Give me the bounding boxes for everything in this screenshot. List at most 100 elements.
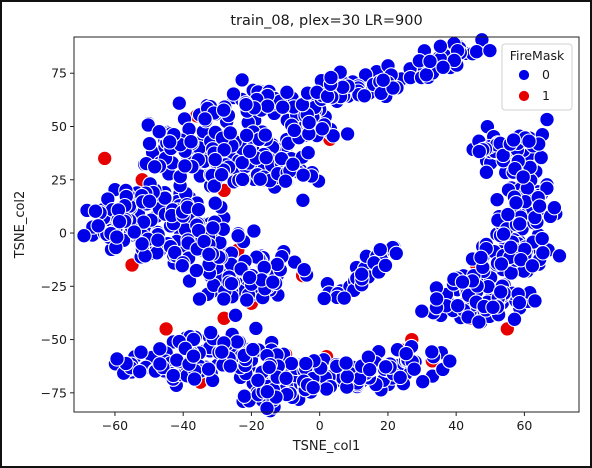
- marker-firemask-0: [133, 344, 149, 360]
- marker-firemask-0: [506, 311, 523, 328]
- marker-firemask-0: [238, 127, 255, 144]
- marker-firemask-1: [158, 321, 174, 337]
- marker-firemask-0: [338, 355, 354, 371]
- marker-firemask-0: [87, 203, 104, 219]
- marker-firemask-0: [166, 244, 183, 261]
- marker-firemask-0: [229, 334, 245, 350]
- marker-firemask-0: [248, 320, 264, 337]
- marker-firemask-0: [197, 111, 213, 127]
- marker-firemask-0: [505, 132, 522, 148]
- marker-firemask-0: [339, 368, 356, 385]
- marker-firemask-0: [151, 123, 167, 140]
- marker-firemask-0: [531, 198, 548, 214]
- marker-firemask-0: [515, 169, 531, 185]
- marker-firemask-0: [392, 369, 408, 386]
- marker-firemask-0: [539, 111, 555, 128]
- marker-firemask-0: [109, 229, 125, 245]
- marker-firemask-0: [535, 245, 551, 261]
- marker-firemask-0: [171, 95, 188, 111]
- marker-firemask-0: [442, 353, 458, 369]
- marker-firemask-0: [305, 379, 321, 396]
- marker-firemask-0: [377, 359, 394, 375]
- marker-firemask-0: [295, 167, 311, 183]
- marker-firemask-0: [471, 143, 488, 160]
- marker-firemask-0: [454, 274, 471, 290]
- marker-firemask-0: [485, 299, 501, 316]
- marker-firemask-0: [495, 147, 511, 164]
- marker-firemask-0: [468, 43, 485, 60]
- marker-firemask-0: [238, 96, 254, 113]
- marker-firemask-0: [414, 373, 431, 390]
- y-axis-label: TSNE_col2: [13, 191, 28, 260]
- marker-firemask-0: [207, 151, 223, 168]
- marker-firemask-0: [388, 245, 405, 262]
- marker-firemask-0: [339, 126, 356, 142]
- x-tick-label: −20: [238, 418, 264, 433]
- marker-firemask-0: [207, 195, 223, 211]
- marker-firemask-0: [414, 303, 430, 319]
- marker-firemask-0: [418, 67, 435, 83]
- marker-firemask-0: [285, 156, 301, 173]
- marker-firemask-0: [428, 291, 445, 307]
- marker-firemask-0: [259, 98, 276, 114]
- marker-firemask-0: [238, 292, 255, 308]
- x-tick-label: −60: [102, 418, 128, 433]
- legend-title: FireMask: [510, 48, 565, 63]
- marker-firemask-0: [161, 134, 178, 150]
- marker-firemask-0: [152, 356, 168, 372]
- y-tick-label: 50: [51, 119, 67, 134]
- marker-firemask-0: [234, 154, 250, 171]
- plot-area-frame: [73, 36, 580, 413]
- marker-firemask-0: [234, 171, 251, 188]
- x-tick-label: 20: [380, 418, 396, 433]
- chart-title: train_08, plex=30 LR=900: [230, 13, 422, 29]
- y-tick-label: 25: [51, 172, 67, 187]
- marker-firemask-0: [278, 370, 294, 387]
- marker-firemask-0: [301, 114, 317, 131]
- marker-firemask-0: [432, 38, 449, 55]
- marker-firemask-0: [286, 122, 303, 139]
- marker-firemask-0: [188, 262, 205, 279]
- x-axis: −60 −40 −20 0 20 40 60: [102, 412, 532, 433]
- marker-firemask-0: [109, 351, 125, 367]
- marker-firemask-0: [318, 381, 335, 397]
- marker-firemask-0: [230, 228, 246, 244]
- marker-firemask-0: [265, 274, 281, 290]
- marker-firemask-0: [201, 246, 217, 263]
- marker-firemask-0: [131, 363, 148, 380]
- marker-firemask-0: [489, 191, 505, 208]
- marker-firemask-0: [236, 388, 253, 404]
- marker-firemask-0: [279, 84, 295, 101]
- y-tick-label: −75: [41, 385, 67, 400]
- legend-label-1: 1: [542, 88, 550, 103]
- marker-firemask-0: [183, 133, 199, 150]
- marker-firemask-0: [152, 341, 168, 357]
- legend-marker-0: [518, 69, 530, 81]
- marker-firemask-0: [234, 72, 250, 88]
- marker-firemask-0: [435, 59, 451, 76]
- marker-firemask-0: [222, 358, 239, 374]
- x-tick-label: −40: [170, 418, 196, 433]
- x-tick-label: 0: [316, 418, 324, 433]
- marker-firemask-0: [493, 256, 510, 272]
- marker-firemask-0: [223, 275, 240, 292]
- marker-firemask-0: [227, 307, 244, 324]
- marker-firemask-0: [495, 226, 512, 242]
- marker-firemask-0: [216, 291, 232, 307]
- marker-firemask-0: [177, 158, 193, 174]
- marker-firemask-0: [190, 201, 207, 218]
- marker-firemask-0: [186, 371, 203, 387]
- legend: FireMask 01: [501, 43, 573, 111]
- legend-entries: 01: [518, 67, 550, 103]
- marker-firemask-0: [141, 193, 158, 210]
- marker-firemask-0: [323, 69, 339, 86]
- marker-firemask-0: [298, 355, 314, 372]
- marker-firemask-0: [216, 142, 232, 158]
- marker-firemask-0: [300, 144, 316, 161]
- marker-firemask-0: [222, 125, 239, 141]
- marker-firemask-0: [185, 348, 202, 364]
- marker-firemask-0: [534, 230, 550, 247]
- marker-firemask-0: [257, 127, 274, 143]
- marker-firemask-0: [90, 218, 106, 234]
